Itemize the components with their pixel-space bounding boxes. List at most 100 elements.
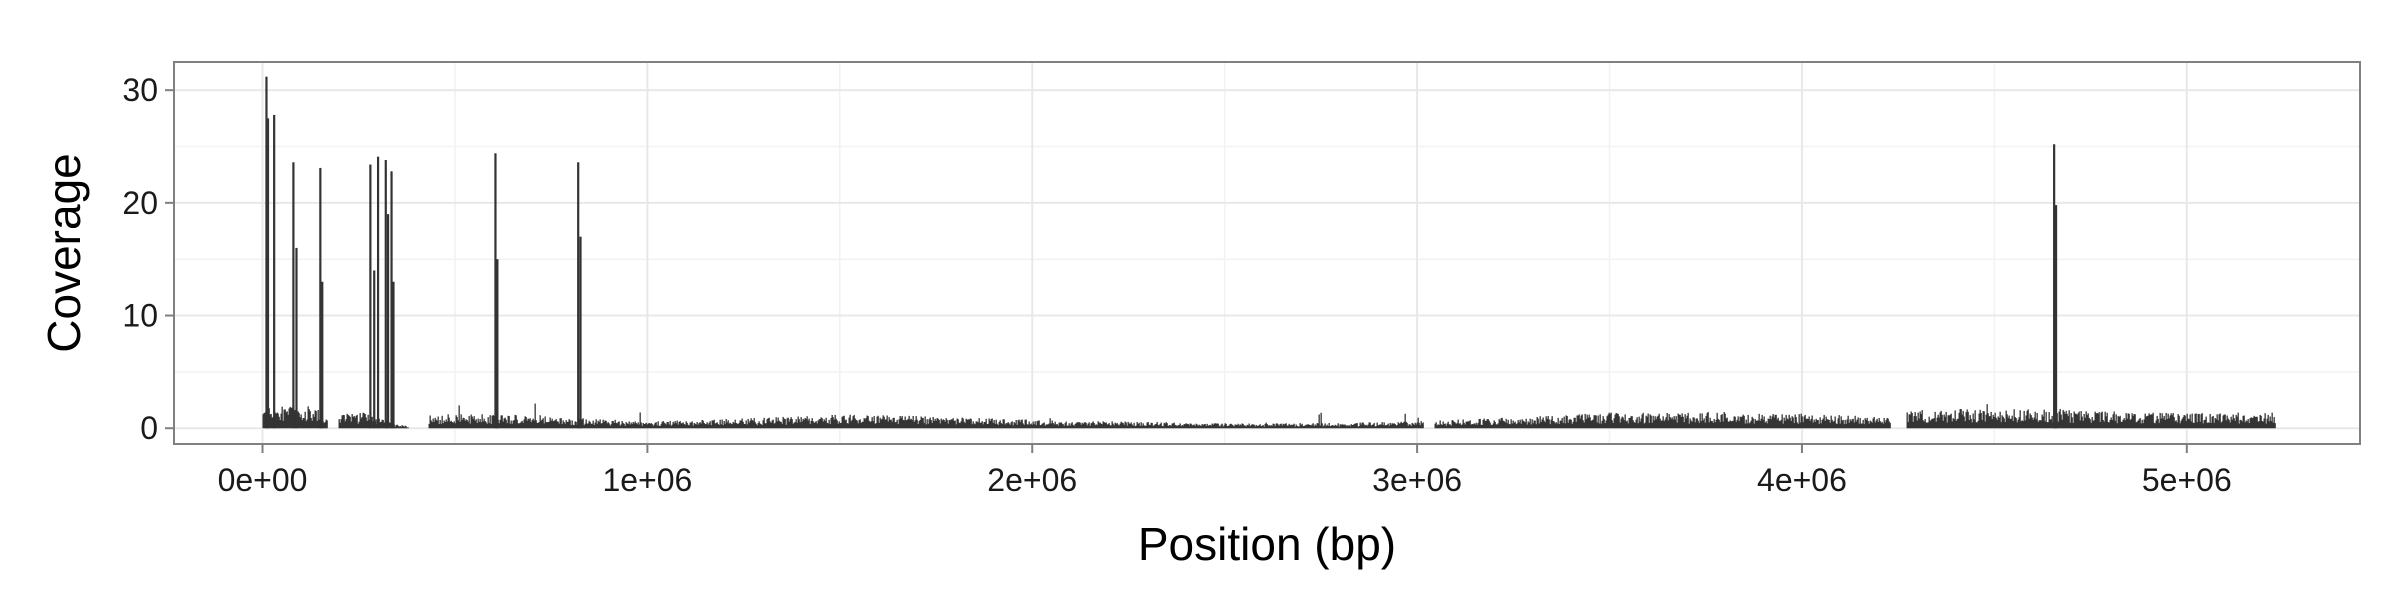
coverage-bar xyxy=(1156,421,1158,429)
coverage-bar xyxy=(681,423,683,429)
coverage-bar xyxy=(1820,423,1822,429)
coverage-bar xyxy=(1756,420,1758,429)
coverage-bar xyxy=(922,417,924,429)
coverage-bar xyxy=(1591,420,1593,429)
coverage-bar xyxy=(764,423,766,429)
coverage-bar xyxy=(281,406,283,429)
coverage-bar xyxy=(1449,424,1451,429)
coverage-bar xyxy=(1551,416,1553,429)
coverage-bar xyxy=(1171,423,1173,429)
coverage-bar xyxy=(469,423,471,429)
coverage-bar xyxy=(1858,423,1860,429)
coverage-bar xyxy=(768,417,770,429)
coverage-bar xyxy=(2122,419,2124,429)
coverage-bar xyxy=(1725,418,1727,429)
coverage-bar xyxy=(433,421,435,429)
coverage-bar xyxy=(1836,424,1838,429)
coverage-bar xyxy=(983,422,985,429)
coverage-bar xyxy=(271,417,273,429)
coverage-bar xyxy=(570,425,572,429)
coverage-bar xyxy=(1638,416,1640,429)
coverage-bar xyxy=(554,420,556,429)
coverage-bar xyxy=(1838,415,1840,429)
coverage-bar xyxy=(1507,419,1509,429)
coverage-bar xyxy=(1190,423,1192,429)
coverage-bar xyxy=(1043,422,1045,429)
coverage-bar xyxy=(1861,423,1863,429)
coverage-bar xyxy=(1219,426,1221,429)
coverage-bar xyxy=(885,419,887,429)
coverage-bar xyxy=(1466,421,1468,429)
coverage-bar xyxy=(2144,413,2146,429)
coverage-bar xyxy=(1416,422,1418,429)
coverage-bar xyxy=(1978,413,1980,429)
coverage-bar xyxy=(1398,423,1400,429)
coverage-bar xyxy=(1212,424,1214,429)
coverage-bar xyxy=(305,421,307,429)
coverage-bar xyxy=(301,420,303,429)
coverage-bar xyxy=(919,419,921,429)
coverage-bar xyxy=(1410,425,1412,429)
coverage-bar xyxy=(2260,415,2262,429)
coverage-bar xyxy=(784,419,786,429)
coverage-bar xyxy=(1511,423,1513,429)
coverage-bar xyxy=(525,417,527,429)
coverage-bar xyxy=(356,414,358,429)
coverage-bar xyxy=(2014,416,2016,429)
coverage-bar xyxy=(324,422,326,429)
coverage-bar xyxy=(1921,410,1923,429)
coverage-bar xyxy=(1030,423,1032,429)
coverage-bar xyxy=(856,420,858,429)
coverage-bar xyxy=(283,409,285,429)
coverage-bar xyxy=(1793,423,1795,429)
coverage-bar xyxy=(2032,419,2034,429)
coverage-bar xyxy=(1223,425,1225,429)
coverage-bar xyxy=(543,423,545,429)
coverage-bar xyxy=(2250,417,2252,429)
coverage-bar xyxy=(2208,422,2210,429)
coverage-bar xyxy=(1990,411,1992,429)
coverage-bar xyxy=(599,419,601,429)
coverage-bar xyxy=(2022,421,2024,429)
coverage-bar xyxy=(812,421,814,429)
coverage-bar xyxy=(829,424,831,429)
coverage-bar xyxy=(971,424,973,429)
coverage-bar xyxy=(1807,418,1809,429)
coverage-bar xyxy=(564,423,566,429)
coverage-bar xyxy=(940,418,942,429)
coverage-bar xyxy=(1278,425,1280,429)
coverage-bar xyxy=(1259,424,1261,429)
coverage-bar xyxy=(1401,423,1403,429)
coverage-bar xyxy=(2189,414,2191,429)
coverage-bar xyxy=(952,418,954,429)
coverage-bar xyxy=(730,423,732,429)
coverage-bar xyxy=(358,421,360,429)
coverage-bar xyxy=(911,420,913,429)
coverage-bar xyxy=(2114,420,2116,429)
coverage-bar xyxy=(1730,421,1732,429)
coverage-bar xyxy=(904,416,906,429)
coverage-bar xyxy=(640,422,642,429)
coverage-bar xyxy=(537,422,539,429)
coverage-bar xyxy=(1092,421,1094,429)
coverage-bar xyxy=(559,418,561,429)
y-tick-label: 0 xyxy=(140,410,158,446)
coverage-bar xyxy=(2002,416,2004,429)
coverage-bar xyxy=(1661,420,1663,429)
coverage-bar xyxy=(1557,417,1559,429)
coverage-bar xyxy=(1513,422,1515,429)
coverage-bar xyxy=(697,424,699,429)
coverage-bar xyxy=(1457,419,1459,429)
coverage-bar xyxy=(566,421,568,429)
coverage-bar xyxy=(449,421,451,429)
coverage-bar xyxy=(637,422,639,429)
coverage-bar xyxy=(476,422,478,429)
coverage-bar xyxy=(967,419,969,429)
coverage-bar xyxy=(1134,426,1136,429)
coverage-bar xyxy=(728,423,730,429)
coverage-bar xyxy=(279,420,281,429)
coverage-bar xyxy=(314,410,316,429)
coverage-bar xyxy=(667,421,669,429)
coverage-bar xyxy=(1532,423,1534,429)
coverage-bar xyxy=(1585,419,1587,429)
